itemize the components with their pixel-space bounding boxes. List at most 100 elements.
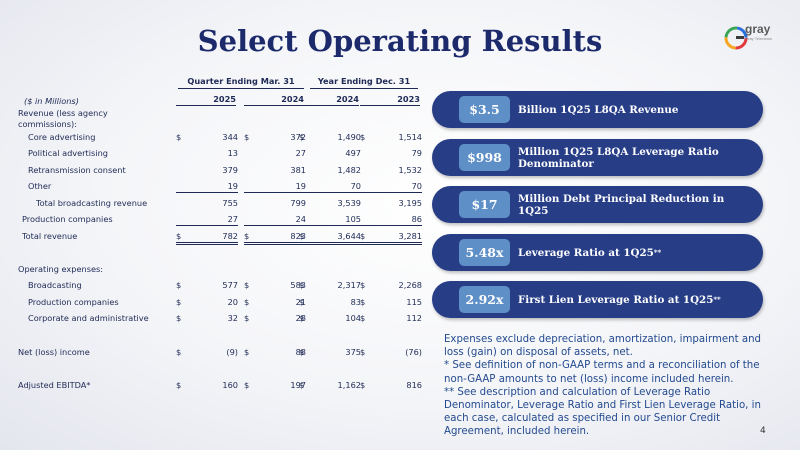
table-row: Net (loss) income $ (9) $88 $375 $ (76): [18, 347, 422, 359]
cell-value: 1,482: [337, 165, 361, 175]
cell-value: 1,532: [398, 165, 422, 175]
footnotes: Expenses exclude depreciation, amortizat…: [444, 333, 764, 439]
dollar-sign: $: [244, 132, 250, 142]
dollar-sign: $: [360, 231, 366, 241]
table-row: Adjusted EBITDA* $160 $197 $1,162 $816: [18, 380, 422, 392]
footnote-marker: **: [653, 247, 662, 257]
cell-value: 160: [222, 380, 238, 390]
dollar-sign: $: [244, 297, 250, 307]
cell-value: 381: [290, 165, 306, 175]
highlight-text: Billion 1Q25 L8QA Revenue: [518, 103, 679, 116]
dollar-sign: $: [299, 380, 305, 390]
year-header: 2024: [299, 94, 359, 106]
cell-value: 83: [350, 297, 361, 307]
cell-value: 70: [350, 181, 361, 191]
dollar-sign: $: [176, 297, 182, 307]
gray-logo-icon: [724, 26, 748, 50]
highlight-leverage-ratio: 5.48x Leverage Ratio at 1Q25 **: [432, 234, 763, 271]
cell-value: 816: [406, 380, 422, 390]
cell-value: 497: [345, 148, 361, 158]
dollar-sign: $: [299, 313, 305, 323]
dollar-sign: $: [176, 132, 182, 142]
cell-value: 799: [290, 198, 306, 208]
dollar-sign: $: [176, 380, 182, 390]
cell-value: 21: [295, 297, 306, 307]
year-header: 2024: [244, 94, 304, 106]
dollar-sign: $: [360, 380, 366, 390]
highlight-text: Leverage Ratio at 1Q25 **: [518, 246, 662, 259]
cell-value: 344: [222, 132, 238, 142]
cell-value: 28: [295, 313, 306, 323]
dollar-sign: $: [360, 313, 366, 323]
highlight-text: First Lien Leverage Ratio at 1Q25 **: [518, 293, 721, 306]
cell-value: 19: [227, 181, 238, 191]
cell-value: 115: [406, 297, 422, 307]
dollar-sign: $: [176, 280, 182, 290]
row-label: Other: [28, 181, 52, 191]
cell-value: 104: [345, 313, 361, 323]
table-row: Total broadcasting revenue 755 799 3,539…: [18, 198, 422, 210]
dollar-sign: $: [244, 380, 250, 390]
cell-value: (9): [226, 347, 238, 357]
cell-value: 3,195: [398, 198, 422, 208]
footnote-leverage: ** See description and calculation of Le…: [444, 386, 761, 438]
cell-value: 3,281: [398, 231, 422, 241]
table-row: Production companies 27 24 105 86: [18, 214, 422, 226]
row-label: Total broadcasting revenue: [36, 198, 148, 208]
row-label: Total revenue: [22, 231, 78, 241]
dollar-sign: $: [299, 297, 305, 307]
cell-value: 782: [222, 231, 238, 241]
highlight-debt-reduction: $17 Million Debt Principal Reduction in …: [432, 186, 763, 223]
cell-value: 372: [290, 132, 306, 142]
year-header: 2023: [360, 94, 420, 106]
cell-value: 70: [411, 181, 422, 191]
dollar-sign: $: [176, 313, 182, 323]
cell-value: 19: [295, 181, 306, 191]
row-label: Corporate and administrative: [28, 313, 149, 323]
cell-value: 13: [227, 148, 238, 158]
units-label: ($ in Millions): [24, 96, 79, 106]
cell-value: 88: [295, 347, 306, 357]
cell-value: 20: [227, 297, 238, 307]
cell-value: 3,644: [337, 231, 361, 241]
dollar-sign: $: [244, 231, 250, 241]
cell-value: 3,539: [337, 198, 361, 208]
dollar-sign: $: [176, 231, 182, 241]
dollar-sign: $: [244, 313, 250, 323]
cell-value: 1,490: [337, 132, 361, 142]
row-label: Broadcasting: [28, 280, 82, 290]
cell-value: 112: [406, 313, 422, 323]
table-row: Total revenue $782 $823 $3,644 $3,281: [18, 231, 422, 245]
table-row: Retransmission consent 379 381 1,482 1,5…: [18, 165, 422, 177]
cell-value: 755: [222, 198, 238, 208]
cell-value: 197: [290, 380, 306, 390]
cell-value: 1,514: [398, 132, 422, 142]
row-label: Core advertising: [28, 132, 96, 142]
cell-value: (76): [405, 347, 422, 357]
cell-value: 24: [295, 214, 306, 224]
dollar-sign: $: [244, 347, 250, 357]
highlight-value: $17: [459, 191, 510, 218]
cell-value: 2,268: [398, 280, 422, 290]
section-heading: Operating expenses:: [18, 264, 104, 274]
highlight-value: $998: [459, 144, 510, 171]
cell-value: 379: [222, 165, 238, 175]
highlight-leverage-denominator: $998 Million 1Q25 L8QA Leverage Ratio De…: [432, 139, 763, 176]
revenue-heading: Revenue (less agency commissions):: [18, 108, 108, 129]
dollar-sign: $: [299, 280, 305, 290]
cell-value: 86: [411, 214, 422, 224]
cell-value: 27: [227, 214, 238, 224]
logo-tagline: Gray Television: [745, 36, 773, 41]
dollar-sign: $: [244, 280, 250, 290]
highlight-value: 2.92x: [459, 286, 510, 313]
table-row: Broadcasting $577 $583 $2,317 $2,268: [18, 280, 422, 292]
dollar-sign: $: [360, 297, 366, 307]
table-row: Core advertising $344 $372 $1,490 $1,514: [18, 132, 422, 144]
logo-wordmark: gray: [745, 22, 771, 36]
cell-value: 375: [345, 347, 361, 357]
highlight-first-lien-ratio: 2.92x First Lien Leverage Ratio at 1Q25 *…: [432, 281, 763, 318]
table-row: Corporate and administrative $32 $28 $10…: [18, 313, 422, 325]
dollar-sign: $: [299, 347, 305, 357]
cell-value: 32: [227, 313, 238, 323]
row-label: Net (loss) income: [18, 347, 90, 357]
